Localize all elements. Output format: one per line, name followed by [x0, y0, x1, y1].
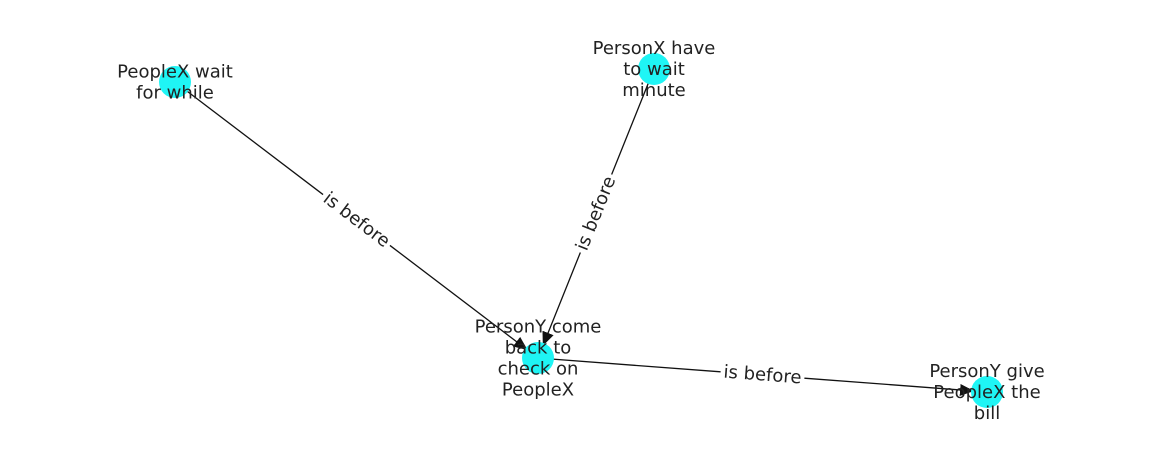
node-labels-layer: PeopleX wait for while PersonX have to wait…: [117, 38, 1045, 424]
node-label-line: PeopleX wait: [117, 61, 233, 82]
node-label-line: PeopleX: [502, 379, 574, 400]
nodes-layer: [159, 53, 1003, 408]
node-label-persony-come: PersonY come back to check on PeopleX: [475, 316, 602, 400]
edge-line-persony-come-to-persony-give-start: [537, 357, 721, 373]
edge-label: is before: [572, 173, 621, 253]
node-label-line: PersonY give: [929, 361, 1044, 382]
edge-arrow-peoplex-wait-to-persony-come: [389, 244, 528, 351]
edge-line-personx-have-to-persony-come-start: [611, 68, 655, 175]
edge-label: is before: [723, 362, 802, 389]
node-label-line: PersonY come: [475, 316, 602, 337]
edge-line-peoplex-wait-to-persony-come-start: [174, 81, 324, 196]
node-label-peoplex-wait: PeopleX wait for while: [117, 61, 233, 103]
node-label-line: back to: [505, 337, 572, 358]
node-label-line: to wait: [623, 59, 685, 80]
node-label-line: minute: [622, 80, 685, 101]
node-label-personx-have: PersonX have to wait minute: [593, 38, 716, 101]
node-label-persony-give: PersonY give PeopleX the bill: [929, 361, 1044, 424]
node-persony-give: [971, 376, 1003, 408]
node-label-line: PersonX have: [593, 38, 716, 59]
edge-label: is before: [319, 188, 394, 252]
node-personx-have: [638, 53, 670, 85]
node-label-line: check on: [498, 358, 579, 379]
node-label-line: bill: [974, 403, 1000, 424]
edge-arrow-persony-come-to-persony-give: [804, 377, 975, 396]
edges-layer: [174, 68, 975, 396]
edge-arrow-personx-have-to-persony-come: [542, 252, 581, 346]
node-label-line: for while: [136, 82, 214, 103]
node-peoplex-wait: [159, 66, 191, 98]
node-label-line: PeopleX the: [933, 382, 1040, 403]
node-persony-come: [522, 342, 554, 374]
